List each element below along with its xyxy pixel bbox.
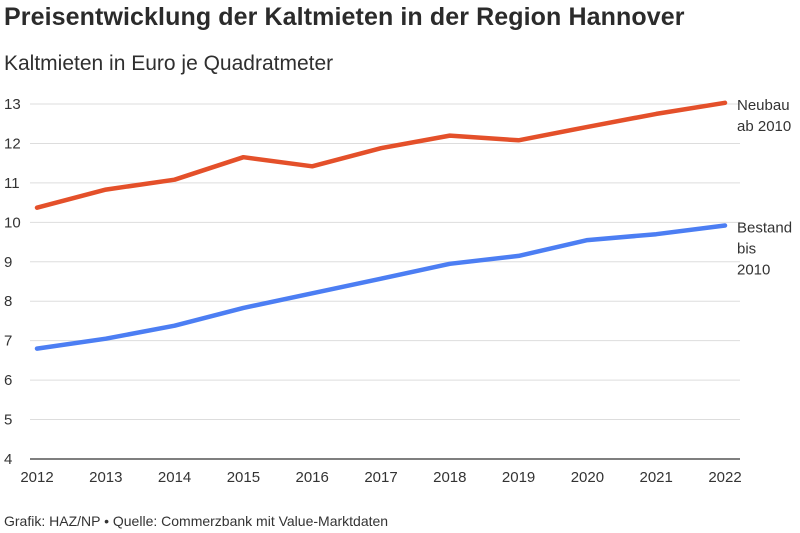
series-label-neubau: ab 2010 <box>737 118 791 135</box>
series-line-neubau <box>34 100 728 210</box>
x-tick-label: 2018 <box>433 469 466 486</box>
x-tick-label: 2022 <box>708 469 741 486</box>
y-tick-label: 10 <box>4 214 21 231</box>
chart-title: Preisentwicklung der Kaltmieten in der R… <box>4 3 685 31</box>
x-tick-label: 2015 <box>227 469 260 486</box>
x-tick-label: 2021 <box>640 469 673 486</box>
series-label-bestand: Bestand <box>737 219 792 236</box>
y-tick-label: 13 <box>4 96 21 113</box>
x-tick-label: 2014 <box>158 469 191 486</box>
y-tick-label: 6 <box>4 372 12 389</box>
y-tick-label: 11 <box>4 175 20 192</box>
series-line-bestand <box>34 223 728 351</box>
x-tick-label: 2019 <box>502 469 535 486</box>
y-tick-label: 4 <box>4 451 12 468</box>
x-tick-label: 2013 <box>89 469 122 486</box>
y-tick-label: 12 <box>4 135 21 152</box>
y-tick-label: 7 <box>4 333 12 350</box>
x-tick-label: 2012 <box>20 469 53 486</box>
x-tick-label: 2017 <box>364 469 397 486</box>
chart-subtitle: Kaltmieten in Euro je Quadratmeter <box>4 52 334 75</box>
source-footer: Grafik: HAZ/NP • Quelle: Commerzbank mit… <box>4 513 389 529</box>
series-label-neubau: Neubau <box>737 97 790 114</box>
series-label-bestand: 2010 <box>737 261 770 278</box>
line-chart: 4 5 6 7 8 9 10 11 12 13 2012 2013 2014 2015 2016 2017 20… <box>4 96 792 486</box>
y-tick-label: 8 <box>4 293 12 310</box>
y-tick-label: 9 <box>4 254 12 271</box>
y-tick-label: 5 <box>4 412 12 429</box>
series-label-bestand: bis <box>737 240 756 257</box>
x-tick-label: 2020 <box>571 469 604 486</box>
x-tick-label: 2016 <box>296 469 329 486</box>
